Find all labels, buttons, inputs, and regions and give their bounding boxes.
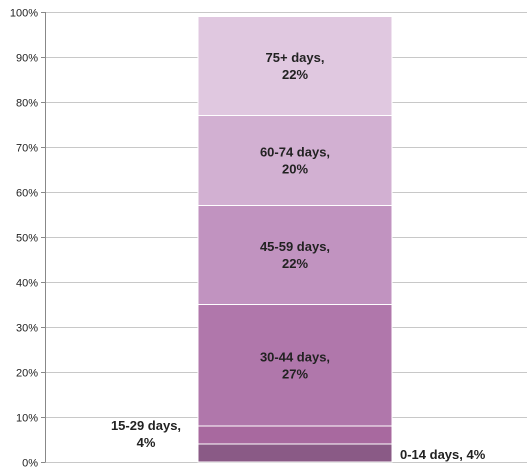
- y-tick-label: 80%: [16, 98, 38, 110]
- bar-segment-15-29-days: [197, 425, 393, 445]
- stacked-bar: [197, 16, 393, 463]
- y-tick-label: 30%: [16, 323, 38, 335]
- y-tick-label: 60%: [16, 188, 38, 200]
- y-tick-label: 50%: [16, 233, 38, 245]
- segment-data-label: 15-29 days, 4%: [111, 418, 181, 450]
- segment-data-label: 75+ days, 22%: [266, 50, 325, 82]
- segment-data-label: 60-74 days, 20%: [260, 145, 330, 177]
- y-tick-label: 90%: [16, 53, 38, 65]
- y-axis: 0% 10% 20% 30% 40% 50% 60% 70% 80% 90% 100%: [10, 8, 46, 468]
- bar-segment-60-74-days: [197, 115, 393, 206]
- y-tick-label: 40%: [16, 278, 38, 290]
- y-tick-label: 100%: [10, 8, 38, 20]
- y-tick-label: 10%: [16, 413, 38, 425]
- y-tick-label: 20%: [16, 368, 38, 380]
- bar-segment-75-days: [197, 16, 393, 116]
- y-tick-label: 70%: [16, 143, 38, 155]
- bar-segment-30-44-days: [197, 304, 393, 427]
- bar-segment-45-59-days: [197, 205, 393, 305]
- segment-data-label: 45-59 days, 22%: [260, 239, 330, 271]
- segment-data-label: 0-14 days, 4%: [400, 447, 486, 462]
- segment-labels: 0-14 days, 4% 15-29 days, 4% 30-44 days, 27%…: [111, 50, 486, 462]
- segment-data-label: 30-44 days, 27%: [260, 349, 330, 381]
- y-tick-label: 0%: [22, 458, 38, 468]
- bar-segment-0-14-days: [197, 443, 393, 463]
